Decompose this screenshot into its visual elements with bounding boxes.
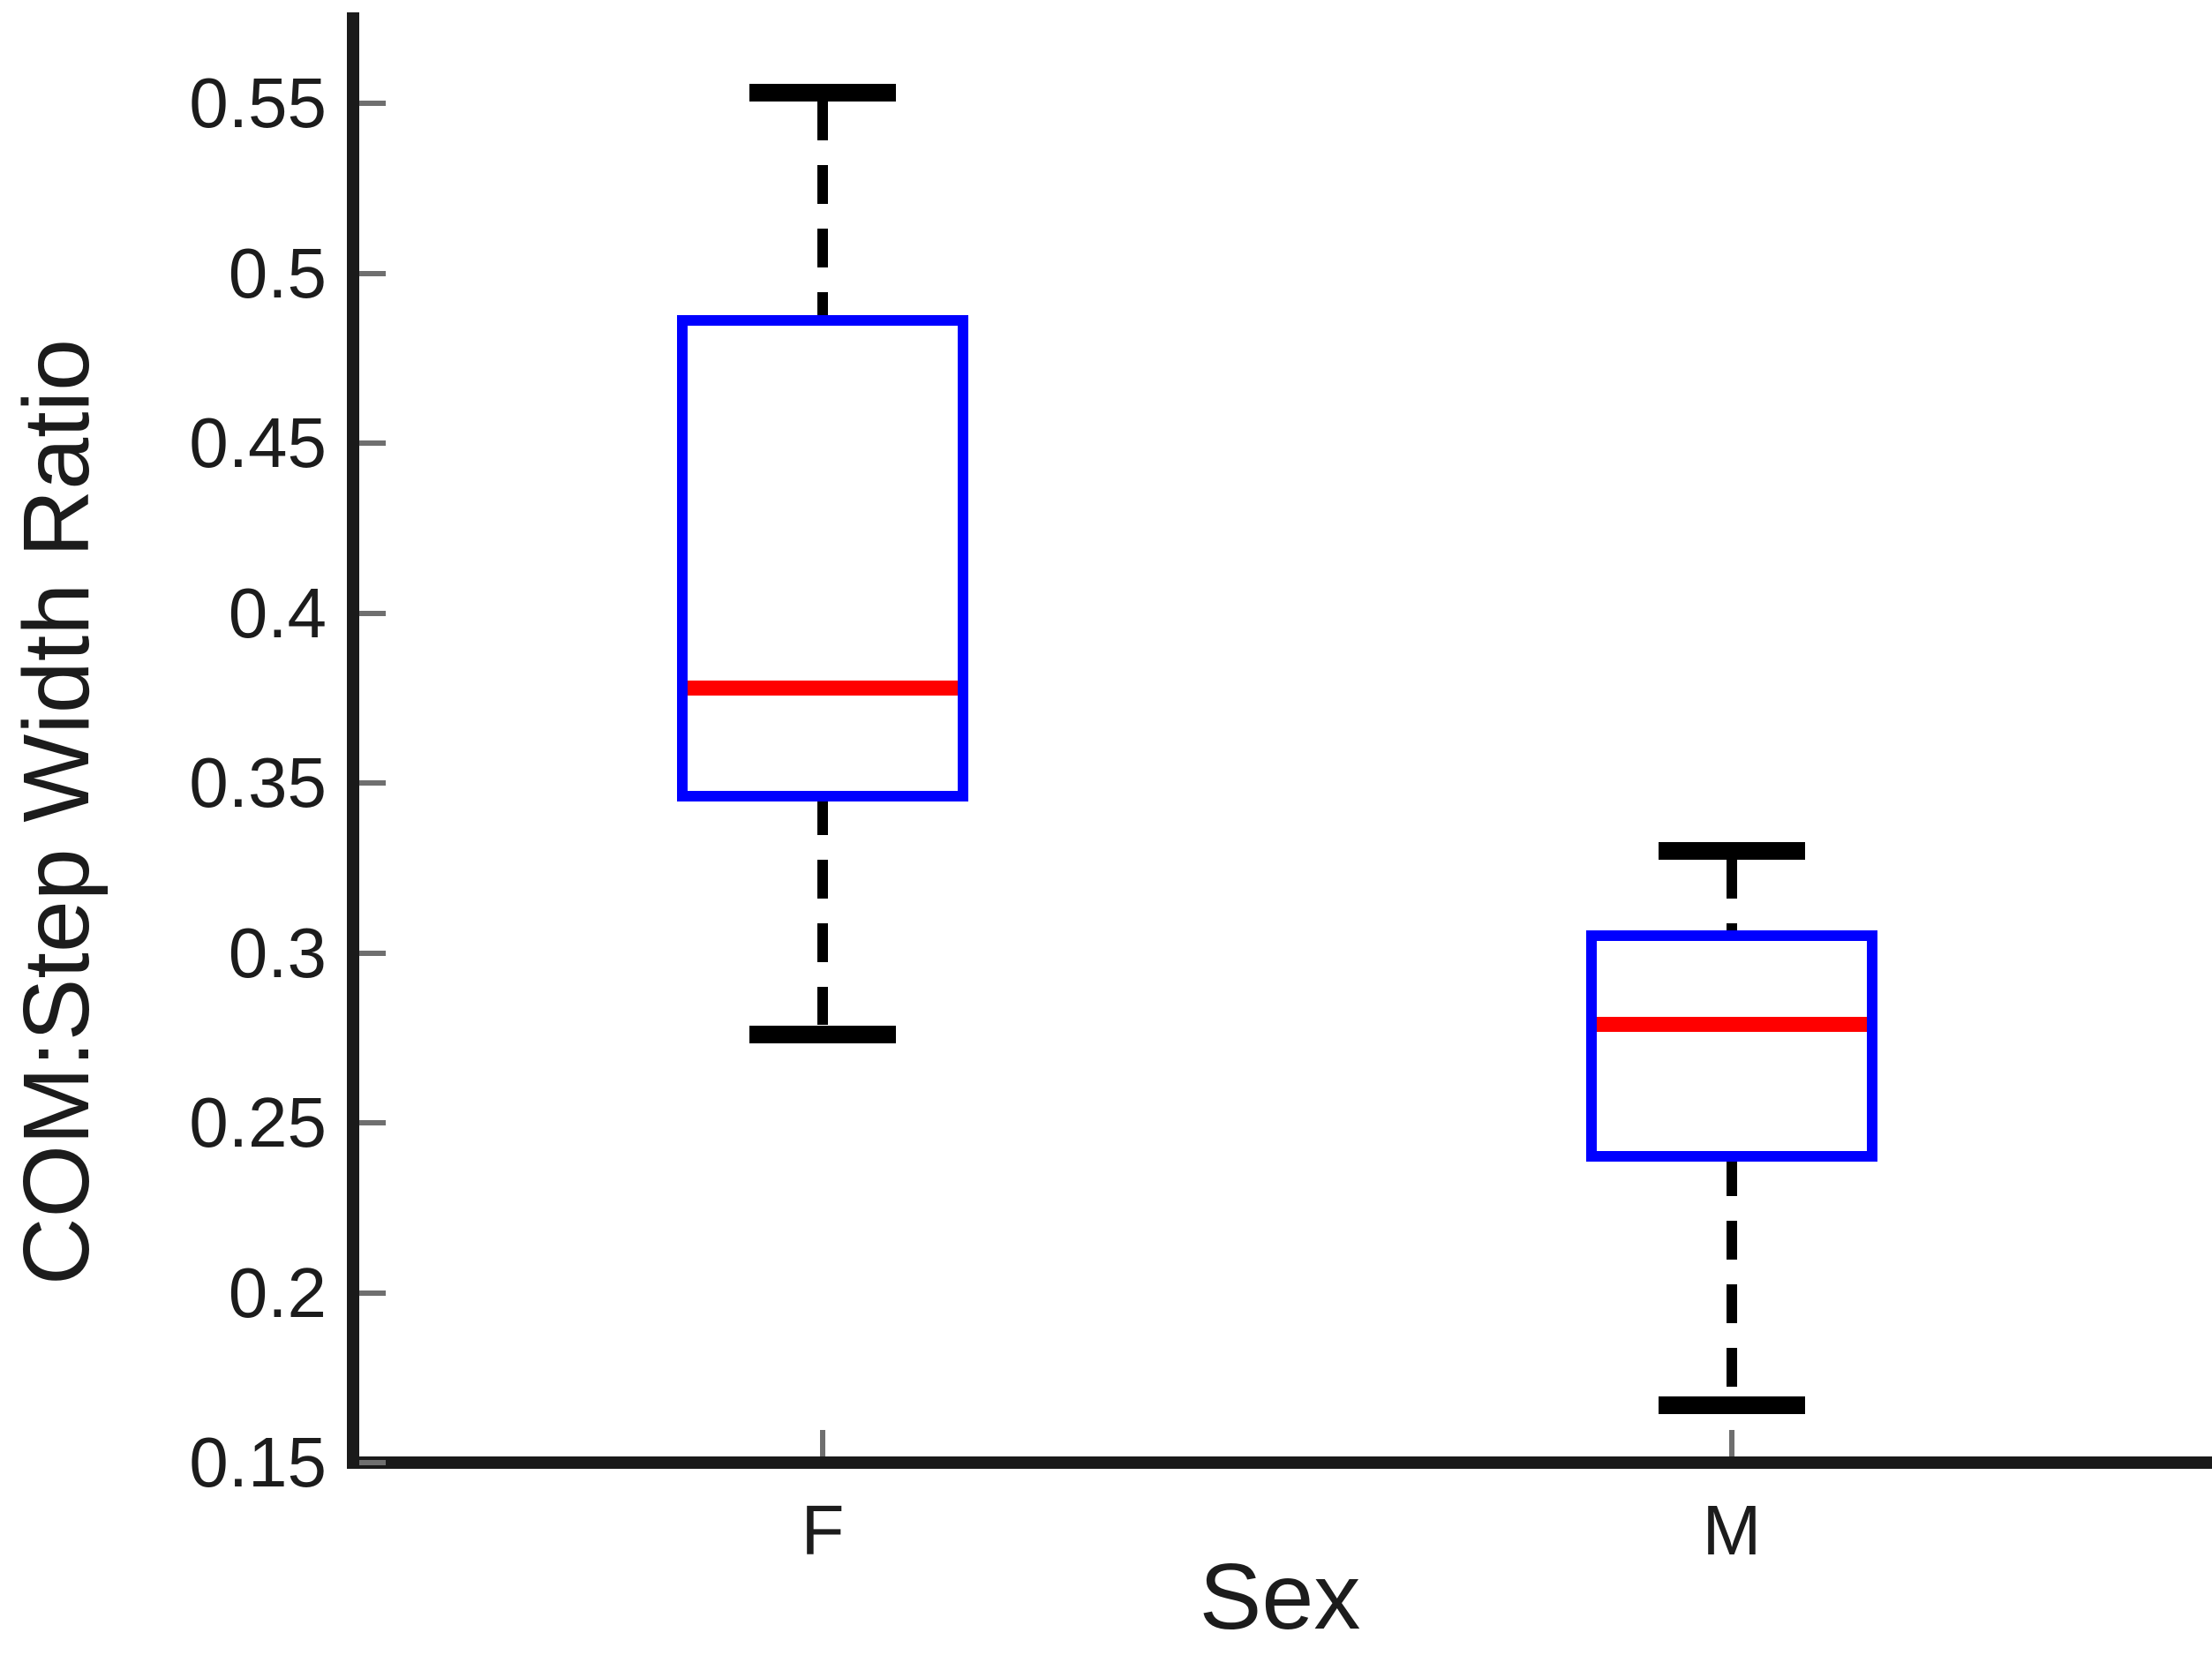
y-tick-label: 0.55 [189, 64, 327, 142]
x-tick-mark [820, 1430, 825, 1456]
y-tick-label: 0.45 [189, 403, 327, 482]
box-m [1586, 930, 1877, 1162]
box-f [677, 315, 968, 801]
y-tick-label: 0.4 [228, 574, 327, 652]
whisker-lower-m [1727, 1157, 1737, 1396]
x-tick-label: F [801, 1491, 845, 1569]
y-tick-label: 0.5 [228, 234, 327, 312]
whisker-upper-m [1727, 860, 1737, 936]
whisker-cap-lower-m [1659, 1396, 1805, 1414]
y-tick-label: 0.15 [189, 1423, 327, 1501]
y-tick-mark [359, 271, 386, 276]
whisker-cap-upper-m [1659, 842, 1805, 860]
y-tick-label: 0.35 [189, 743, 327, 822]
y-tick-label: 0.2 [228, 1253, 327, 1332]
x-tick-label: M [1702, 1491, 1762, 1569]
y-tick-mark [359, 1460, 386, 1465]
y-tick-mark [359, 1291, 386, 1296]
median-line-f [688, 681, 958, 696]
y-tick-mark [359, 1120, 386, 1125]
y-tick-mark [359, 101, 386, 106]
y-tick-mark [359, 780, 386, 786]
y-axis-title: COM:Step Width Ratio [4, 338, 109, 1286]
x-tick-mark [1729, 1430, 1734, 1456]
y-tick-mark [359, 951, 386, 956]
y-tick-mark [359, 611, 386, 616]
y-tick-label: 0.25 [189, 1083, 327, 1162]
y-axis-line [347, 12, 359, 1469]
x-axis-line [347, 1456, 2212, 1469]
whisker-cap-lower-f [749, 1026, 896, 1043]
whisker-cap-upper-f [749, 84, 896, 102]
y-tick-label: 0.3 [228, 914, 327, 992]
x-axis-title: Sex [1199, 1545, 1361, 1649]
whisker-lower-f [817, 796, 828, 1025]
y-tick-mark [359, 440, 386, 446]
median-line-m [1597, 1017, 1867, 1032]
whisker-upper-f [817, 102, 828, 320]
